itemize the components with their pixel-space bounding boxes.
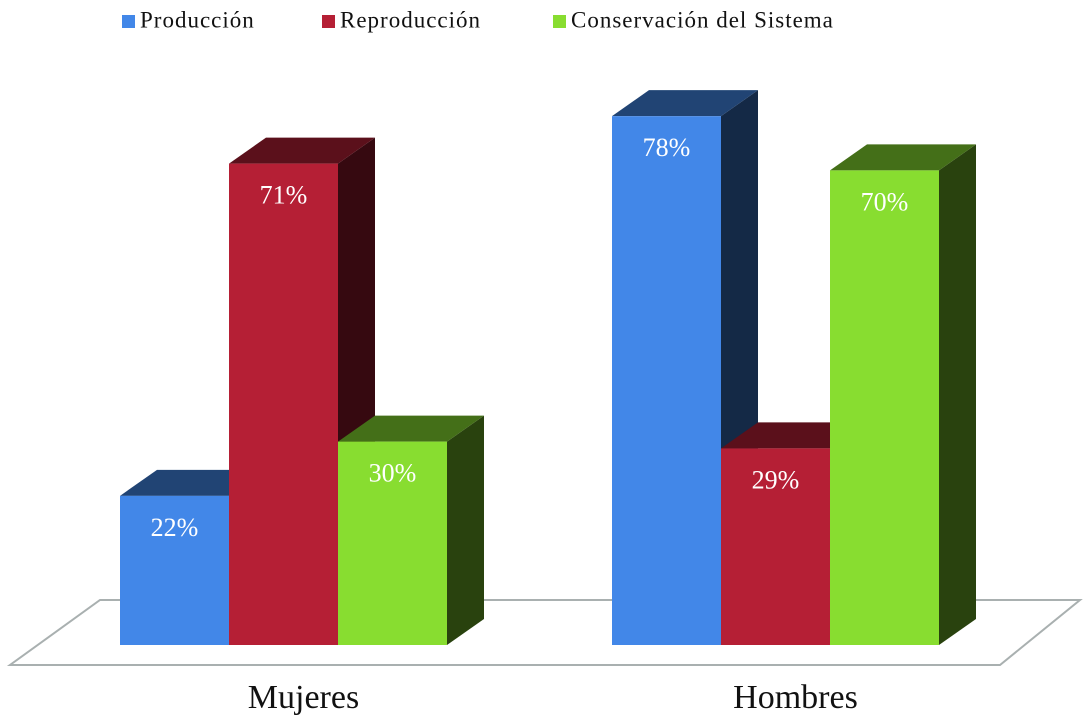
bar: [120, 495, 229, 645]
bar: [721, 448, 830, 645]
bar-top: [338, 415, 484, 442]
data-label: 30%: [369, 459, 417, 488]
bar-side: [939, 144, 976, 645]
bar: [830, 170, 939, 645]
legend-swatch: [122, 15, 135, 28]
bar: [229, 163, 338, 645]
legend-label: Conservación del Sistema: [571, 7, 834, 32]
data-label: 22%: [151, 513, 199, 542]
x-tick-label: Mujeres: [248, 679, 359, 716]
bar: [338, 441, 447, 645]
bar: [612, 116, 721, 645]
legend-swatch: [322, 15, 335, 28]
bar-top: [830, 144, 976, 171]
data-label: 78%: [643, 133, 691, 162]
bar-top: [612, 90, 758, 117]
legend-label: Reproducción: [340, 7, 481, 32]
bar-side: [447, 415, 484, 645]
x-tick-label: Hombres: [733, 679, 858, 716]
data-label: 71%: [260, 181, 308, 210]
legend-swatch: [553, 15, 566, 28]
bar-top: [229, 137, 375, 164]
data-label: 29%: [752, 465, 800, 494]
data-label: 70%: [861, 187, 909, 216]
legend-label: Producción: [140, 7, 255, 32]
